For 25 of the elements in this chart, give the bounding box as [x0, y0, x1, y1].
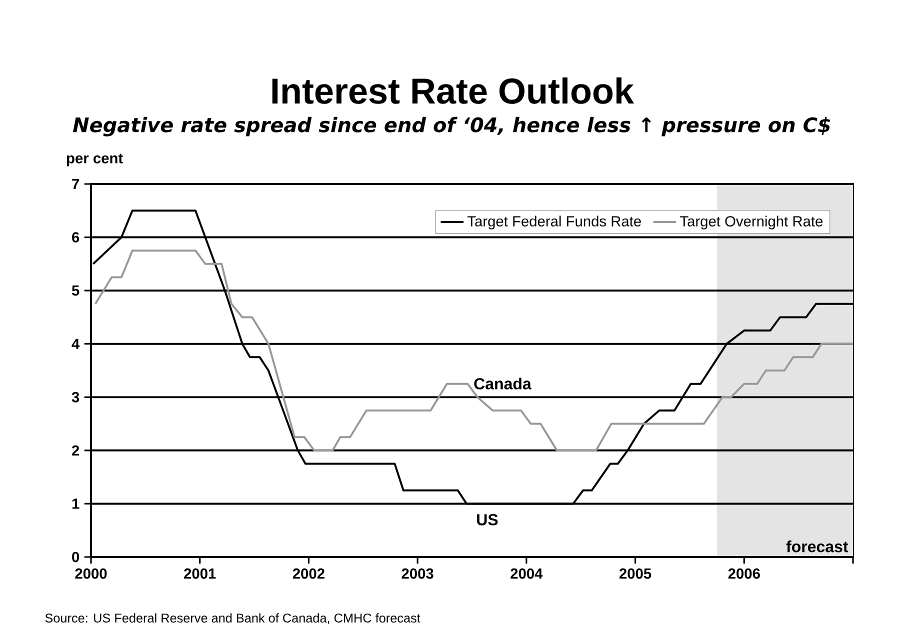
y-tick-label: 5 — [72, 285, 80, 296]
y-tick-label: 1 — [72, 498, 80, 509]
y-tick-label: 3 — [72, 392, 80, 402]
source-note: Source: US Federal Reserve and Bank of Canada, CMHC forecast — [45, 613, 420, 624]
annotation: Canada — [474, 378, 532, 390]
x-tick-label: 2006 — [728, 568, 760, 579]
y-tick-label: 0 — [72, 552, 80, 562]
annotation: US — [477, 514, 498, 526]
y-tick-label: 7 — [72, 178, 80, 190]
legend-label: Target Federal Funds Rate — [468, 216, 641, 230]
x-tick-label: 2003 — [402, 568, 434, 579]
chart-subtitle: Negative rate spread since end of ‘04, hence less ↑ pressure on C$ — [72, 116, 830, 136]
x-tick-label: 2002 — [292, 568, 324, 579]
y-axis-title: per cent — [67, 154, 123, 166]
legend-label: Target Overnight Rate — [680, 216, 823, 230]
y-tick-label: 2 — [72, 445, 80, 456]
band-label: forecast — [786, 540, 848, 552]
x-tick-label: 2004 — [510, 568, 543, 579]
x-tick-label: 2000 — [75, 568, 107, 579]
chart-title: Interest Rate Outlook — [272, 77, 634, 104]
y-tick-label: 4 — [72, 338, 80, 349]
x-tick-label: 2005 — [619, 568, 652, 579]
line-series — [94, 250, 853, 452]
x-tick-label: 2001 — [184, 568, 216, 579]
y-tick-label: 6 — [72, 232, 80, 242]
